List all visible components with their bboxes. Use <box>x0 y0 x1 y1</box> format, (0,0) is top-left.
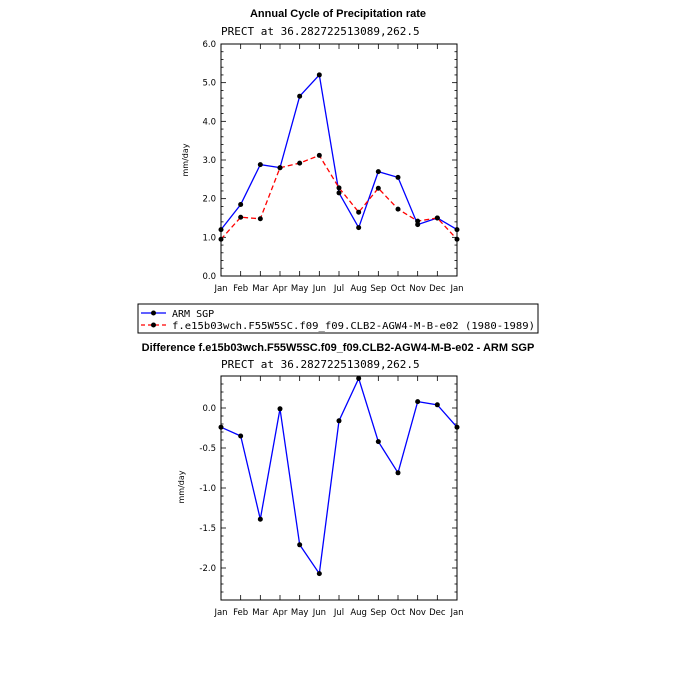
x-tick-label: Nov <box>409 608 426 618</box>
legend-label-arm: ARM SGP <box>172 309 214 320</box>
data-point <box>356 375 362 381</box>
x-tick-label: Jun <box>312 608 326 618</box>
y-tick-label: -1.0 <box>199 484 216 494</box>
data-point <box>336 185 342 191</box>
x-tick-label: Aug <box>350 284 367 294</box>
precip-difference-chart: Difference f.e15b03wch.F55W5SC.f09_f09.C… <box>142 342 535 618</box>
data-point <box>454 227 460 233</box>
y-tick-label: 4.0 <box>202 117 216 127</box>
x-tick-label: Jan <box>449 284 463 294</box>
data-point <box>454 424 460 430</box>
data-point <box>297 93 303 99</box>
data-point <box>434 402 440 408</box>
chart2-title: Difference f.e15b03wch.F55W5SC.f09_f09.C… <box>142 342 535 354</box>
y-tick-label: -1.5 <box>199 524 216 534</box>
chart2-ylabel: mm/day <box>177 470 186 503</box>
x-tick-label: Sep <box>370 284 386 294</box>
data-point <box>257 216 263 222</box>
y-tick-label: 5.0 <box>202 79 216 89</box>
y-tick-label: 6.0 <box>202 40 216 50</box>
x-tick-label: Oct <box>391 284 406 294</box>
data-point <box>395 174 401 180</box>
data-point <box>375 439 381 445</box>
y-tick-label: 0.0 <box>202 272 216 282</box>
x-tick-label: Dec <box>429 608 446 618</box>
data-point <box>336 418 342 424</box>
x-tick-label: Aug <box>350 608 367 618</box>
y-tick-label: 2.0 <box>202 195 216 205</box>
data-point <box>277 165 283 171</box>
y-tick-label: -2.0 <box>199 564 216 574</box>
series-line-1 <box>220 154 458 240</box>
data-point <box>238 433 244 439</box>
x-tick-label: May <box>291 608 309 618</box>
x-tick-label: Mar <box>252 608 269 618</box>
x-tick-label: Nov <box>409 284 426 294</box>
data-point <box>238 214 244 220</box>
data-point <box>375 185 381 191</box>
legend-label-model: f.e15b03wch.F55W5SC.f09_f09.CLB2-AGW4-M-… <box>172 321 535 332</box>
data-point <box>434 215 440 221</box>
data-point <box>415 222 421 228</box>
data-point <box>395 206 401 212</box>
series-line-0 <box>220 376 458 576</box>
data-point <box>277 406 283 412</box>
y-tick-label: -0.5 <box>199 444 216 454</box>
x-tick-label: Apr <box>273 284 288 294</box>
x-tick-label: Apr <box>273 608 288 618</box>
data-point <box>297 160 303 166</box>
x-tick-label: Mar <box>252 284 269 294</box>
x-tick-label: Jan <box>213 284 227 294</box>
x-tick-label: Oct <box>391 608 406 618</box>
data-point <box>316 72 322 78</box>
data-point <box>257 162 263 168</box>
y-tick-label: 3.0 <box>202 156 216 166</box>
data-point <box>356 209 362 215</box>
x-tick-label: Jul <box>333 608 344 618</box>
data-point <box>395 470 401 476</box>
chart1-plot-frame <box>220 43 458 277</box>
legend-marker-arm <box>151 310 156 316</box>
data-point <box>218 227 224 233</box>
data-point <box>297 542 303 548</box>
data-point <box>356 225 362 231</box>
data-point <box>238 201 244 207</box>
y-tick-label: 1.0 <box>202 233 216 243</box>
data-point <box>316 571 322 577</box>
data-point <box>336 190 342 196</box>
chart2-subtitle: PRECT at 36.282722513089,262.5 <box>221 358 420 371</box>
chart1-ylabel: mm/day <box>181 143 190 176</box>
x-tick-label: Dec <box>429 284 446 294</box>
x-tick-label: Jun <box>312 284 326 294</box>
x-tick-label: May <box>291 284 309 294</box>
data-point <box>257 516 263 522</box>
chart1-subtitle: PRECT at 36.282722513089,262.5 <box>221 25 420 38</box>
data-point <box>218 236 224 242</box>
data-point <box>415 399 421 405</box>
x-tick-label: Feb <box>233 608 248 618</box>
y-tick-label: 0.0 <box>202 404 216 414</box>
data-point <box>415 218 421 224</box>
data-point <box>218 424 224 430</box>
data-point <box>454 236 460 242</box>
x-tick-label: Jan <box>213 608 227 618</box>
chart1-title: Annual Cycle of Precipitation rate <box>250 8 426 20</box>
data-point <box>316 152 322 158</box>
x-tick-label: Jul <box>333 284 344 294</box>
x-tick-label: Sep <box>370 608 386 618</box>
legend: ARM SGP f.e15b03wch.F55W5SC.f09_f09.CLB2… <box>137 303 539 334</box>
x-tick-label: Feb <box>233 284 248 294</box>
series-line-0 <box>220 73 458 231</box>
precip-annual-cycle-chart: Annual Cycle of Precipitation rate PRECT… <box>181 8 464 294</box>
data-point <box>375 169 381 175</box>
legend-frame <box>137 303 539 334</box>
x-tick-label: Jan <box>449 608 463 618</box>
chart2-plot-frame <box>220 375 458 601</box>
legend-marker-model <box>151 322 156 328</box>
